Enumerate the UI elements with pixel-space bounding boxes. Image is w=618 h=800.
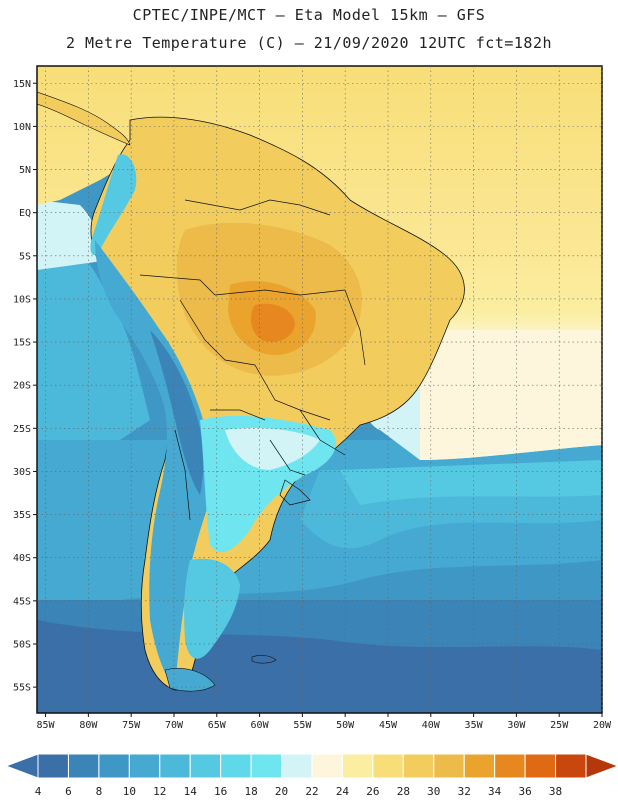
colorbar-tick-label: 26 (366, 785, 379, 798)
lon-label: 30W (507, 720, 526, 731)
colorbar-tick-label: 18 (244, 785, 257, 798)
lon-label: 20W (593, 720, 612, 731)
latitude-labels: 15N 10N 5N EQ 5S 10S 15S 20S 25S 30S 35S 40S 45S 50S 5… (13, 79, 37, 694)
lon-label: 55W (293, 720, 312, 731)
lat-label: 40S (13, 553, 31, 564)
colorbar-tick-label: 4 (35, 785, 42, 798)
colorbar-tick-label: 12 (153, 785, 166, 798)
colorbar-swatch (159, 753, 191, 779)
colorbar-tick-label: 28 (397, 785, 410, 798)
chart-subtitle: 2 Metre Temperature (C) – 21/09/2020 12U… (65, 34, 553, 52)
longitude-labels: 85W 80W 75W 70W 65W 60W 55W 50W 45W 40W 35W 30W 25W 2… (37, 713, 612, 731)
colorbar-swatch (311, 753, 343, 779)
lon-label: 85W (37, 720, 56, 731)
colorbar-tick-label: 38 (549, 785, 562, 798)
colorbar-arrow-low (4, 753, 39, 779)
colorbar-swatch (463, 753, 496, 779)
colorbar-swatch (433, 753, 465, 779)
lat-label: 5N (19, 165, 31, 176)
colorbar-tick-label: 6 (65, 785, 72, 798)
colorbar-swatch (555, 753, 587, 779)
colorbar-swatch (128, 753, 161, 779)
lat-label: 5S (19, 251, 31, 262)
colorbar-tick-label: 14 (184, 785, 198, 798)
lon-label: 45W (379, 720, 398, 731)
colorbar-tick-label: 16 (214, 785, 227, 798)
lon-label: 60W (251, 720, 270, 731)
colorbar-swatch (98, 753, 130, 779)
lat-label: 30S (13, 467, 31, 478)
colorbar-swatch (37, 753, 69, 779)
colorbar-swatch (524, 753, 557, 779)
lon-label: 35W (465, 720, 484, 731)
lon-label: 40W (422, 720, 441, 731)
colorbar-swatch (341, 753, 374, 779)
lat-label: 25S (13, 424, 31, 435)
lat-label: 20S (13, 381, 31, 392)
lon-label: 65W (208, 720, 227, 731)
lon-label: 70W (165, 720, 184, 731)
lat-label: 45S (13, 596, 31, 607)
colorbar-swatch (372, 753, 404, 779)
lon-label: 25W (550, 720, 569, 731)
colorbar-tick-label: 36 (518, 785, 531, 798)
lon-label: 80W (79, 720, 98, 731)
colorbar-swatch (281, 753, 313, 779)
lat-label: EQ (19, 208, 31, 219)
lat-label: 15N (13, 79, 31, 90)
colorbar-tick-label: 24 (336, 785, 350, 798)
colorbar-tick-label: 34 (488, 785, 502, 798)
colorbar-tick-label: 32 (458, 785, 471, 798)
colorbar-arrow-high (585, 753, 618, 779)
colorbar-tick-label: 10 (123, 785, 136, 798)
map-field (37, 66, 602, 713)
lat-label: 55S (13, 683, 31, 694)
lat-label: 35S (13, 510, 31, 521)
colorbar-tick-label: 8 (96, 785, 103, 798)
colorbar-swatch (189, 753, 222, 779)
country-borders (139, 199, 366, 521)
colorbar-swatch (250, 753, 283, 779)
colorbar-swatch (67, 753, 100, 779)
lat-label: 10S (13, 294, 31, 305)
chart-title: CPTEC/INPE/MCT – Eta Model 15km – GFS (132, 6, 486, 24)
colorbar: 4 6 8 10 12 14 16 18 20 22 24 26 28 30 32 34 36 38 (4, 753, 618, 798)
lon-label: 50W (336, 720, 355, 731)
colorbar-swatch (402, 753, 435, 779)
lon-label: 75W (122, 720, 141, 731)
map-frame (36, 65, 603, 714)
colorbar-tick-label: 20 (275, 785, 288, 798)
colorbar-swatch (220, 753, 252, 779)
colorbar-tick-label: 22 (305, 785, 318, 798)
lat-label: 10N (13, 122, 31, 133)
lat-label: 15S (13, 338, 31, 349)
lat-label: 50S (13, 639, 31, 650)
colorbar-swatch (494, 753, 526, 779)
colorbar-tick-label: 30 (427, 785, 440, 798)
